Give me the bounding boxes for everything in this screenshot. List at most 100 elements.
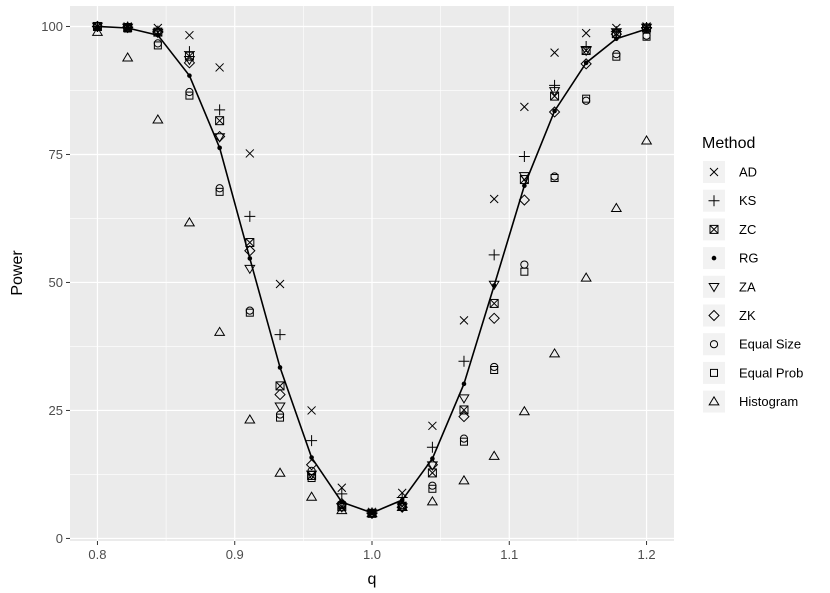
zk-point [488,312,500,325]
ks-point [458,355,470,367]
legend-key-ks [708,195,720,207]
zk-point [580,58,592,70]
ks-point [183,46,195,58]
equal-prob-point [520,267,529,276]
rg-point [277,365,283,370]
legend-key-equal-size [709,340,719,349]
histogram-point [152,113,164,124]
ad-point [489,194,499,204]
y-axis: 0 25 50 75 100 [41,19,70,546]
rg-point [552,108,557,114]
histogram-point [305,491,318,501]
legend-label-equal-prob: Equal Prob [739,365,803,380]
za-point [458,394,470,404]
rg-point [125,25,130,31]
rg-point [187,73,192,78]
histogram-point [518,405,531,416]
legend-label-za: ZA [739,279,756,294]
histogram-point [610,202,623,213]
zk-point [213,130,226,143]
ad-point [428,421,437,431]
rg-point [309,455,314,460]
legend-key-bg [703,275,725,298]
legend: Method AD KS ZC RG ZA ZK Equal Size Equal Prob H… [702,135,803,413]
equal-prob-point [550,174,559,183]
zc-point [459,405,469,415]
x-axis: 0.8 0.9 1.0 1.1 1.2 [88,541,656,562]
zc-point [427,468,437,478]
legend-label-zc: ZC [739,222,756,237]
ad-point [520,102,529,112]
zk-point [305,459,318,471]
legend-key-bg [703,361,725,384]
x-axis-title: q [368,571,377,588]
y-tick-label: 25 [49,403,63,418]
equal-prob-point [153,41,162,50]
histogram-point [274,467,286,477]
ad-point [550,48,559,57]
zk-point [548,106,561,118]
legend-key-zc [709,224,719,234]
ad-point [245,149,255,158]
equal-prob-point [582,94,591,103]
histogram-point [366,507,378,518]
x-tick-label: 0.9 [226,547,244,562]
zk-point [183,57,196,69]
zk-point [244,245,256,257]
x-tick-label: 1.2 [638,547,656,562]
rg-point [247,256,253,261]
legend-label-ks: KS [739,193,757,208]
grid-lines [70,6,674,541]
ad-point [215,63,224,72]
legend-label-equal-size: Equal Size [739,337,801,352]
histogram-point [183,216,196,227]
ad-point [337,483,347,493]
y-tick-label: 50 [49,275,63,290]
equal-prob-point [185,91,194,100]
histogram-point [244,413,256,424]
equal-prob-point [337,501,346,510]
equal-prob-point [642,32,651,41]
za-point [244,264,256,275]
x-tick-label: 1.0 [363,547,381,562]
series-za [91,22,653,520]
legend-key-equal-prob [710,368,718,377]
ad-point [185,30,194,40]
rg-point [217,145,222,151]
za-point [548,87,561,97]
za-point [274,402,286,413]
y-tick-label: 75 [49,147,63,162]
legend-key-za [708,283,720,293]
ks-point [426,441,438,453]
zc-point [245,238,255,248]
ks-point [244,210,256,222]
zk-point [152,26,164,38]
equal-prob-point [490,366,499,375]
y-tick-label: 100 [41,19,63,34]
zc-point [215,116,225,126]
zc-point [275,381,285,391]
equal-prob-point [276,413,285,422]
histogram-point [396,501,408,512]
legend-label-rg: RG [739,251,759,266]
histogram-point [548,347,561,358]
zk-point [610,28,623,40]
ks-point [274,329,286,341]
rg-point [369,510,375,516]
zk-point [458,410,470,423]
equal-prob-point [459,437,468,446]
legend-title: Method [702,135,755,152]
zk-point [518,194,531,206]
x-tick-label: 0.8 [88,547,106,562]
rg-point [461,381,467,387]
rg-point [522,183,527,188]
x-tick-label: 1.1 [500,547,518,562]
za-point [305,470,318,481]
histogram-point [91,26,104,36]
legend-key-rg [711,255,717,261]
legend-key-histogram [708,395,720,406]
ks-point [518,151,530,163]
equal-prob-point [428,484,437,493]
histogram-point [580,272,592,282]
ks-point [488,249,500,261]
